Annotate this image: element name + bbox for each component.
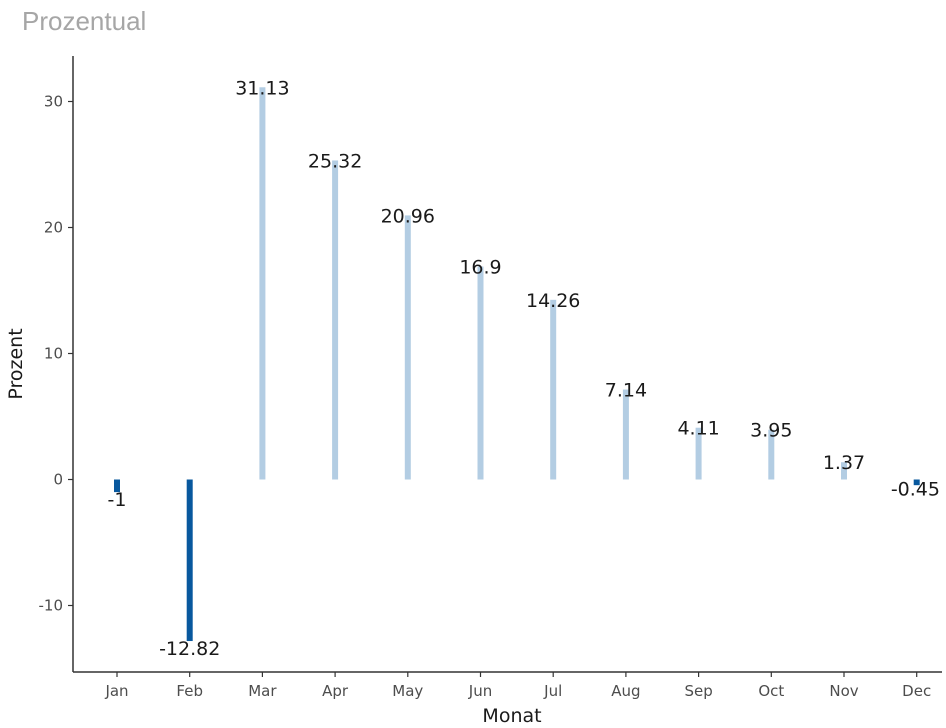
bar-nov (841, 462, 847, 480)
bar-jan (114, 479, 120, 493)
y-tick-label: 0 (53, 471, 63, 489)
x-tick-label: Dec (902, 682, 931, 700)
x-tick-label: Jan (104, 682, 128, 700)
bar-jun (477, 266, 484, 480)
bar-may (404, 215, 411, 480)
data-label-dec: -0.45 (891, 479, 940, 501)
x-tick-label: Mar (248, 682, 277, 700)
data-label-apr: 25.32 (308, 150, 362, 172)
x-tick-label: May (392, 682, 423, 700)
x-tick-label: Feb (176, 682, 203, 700)
bar-oct (768, 429, 775, 480)
x-tick-label: Aug (611, 682, 640, 700)
data-label-nov: 1.37 (823, 452, 865, 474)
data-label-oct: 3.95 (750, 420, 792, 442)
y-tick-label: 10 (44, 345, 63, 363)
axes-layer: -10 0 10 20 30 Jan Feb Mar Apr May Jun Jul Aug Sep Oct… (39, 56, 942, 700)
x-tick-label: Nov (829, 682, 858, 700)
x-tick-label: Oct (758, 682, 784, 700)
data-labels-layer: -1 -12.82 31.13 25.32 20.96 16.9 14.26 7.14 4.11… (108, 77, 940, 660)
bar-feb (186, 479, 193, 642)
x-tick-label: Jul (543, 682, 562, 700)
x-tick-label: Jun (468, 682, 492, 700)
y-tick-label: -10 (39, 597, 64, 615)
chart-title: Prozentual (22, 6, 147, 36)
data-label-mar: 31.13 (235, 77, 289, 99)
data-label-jan: -1 (108, 489, 127, 511)
bar-sep (695, 427, 702, 480)
bar-apr (332, 160, 339, 480)
x-axis-title: Monat (482, 705, 541, 727)
y-axis-title: Prozent (5, 328, 27, 399)
data-label-jun: 16.9 (459, 257, 501, 279)
x-tick-label: Sep (684, 682, 712, 700)
bars-layer (114, 87, 920, 642)
x-tick-label: Apr (322, 682, 349, 700)
data-label-feb: -12.82 (159, 638, 220, 660)
y-tick-label: 20 (44, 219, 63, 237)
bar-aug (622, 389, 629, 480)
bar-jul (550, 299, 557, 480)
data-label-aug: 7.14 (605, 380, 647, 402)
y-tick-label: 30 (44, 93, 63, 111)
data-label-sep: 4.11 (677, 418, 719, 440)
bar-dec (913, 479, 920, 486)
data-label-may: 20.96 (381, 205, 435, 227)
bar-mar (259, 87, 266, 480)
data-label-jul: 14.26 (526, 290, 580, 312)
